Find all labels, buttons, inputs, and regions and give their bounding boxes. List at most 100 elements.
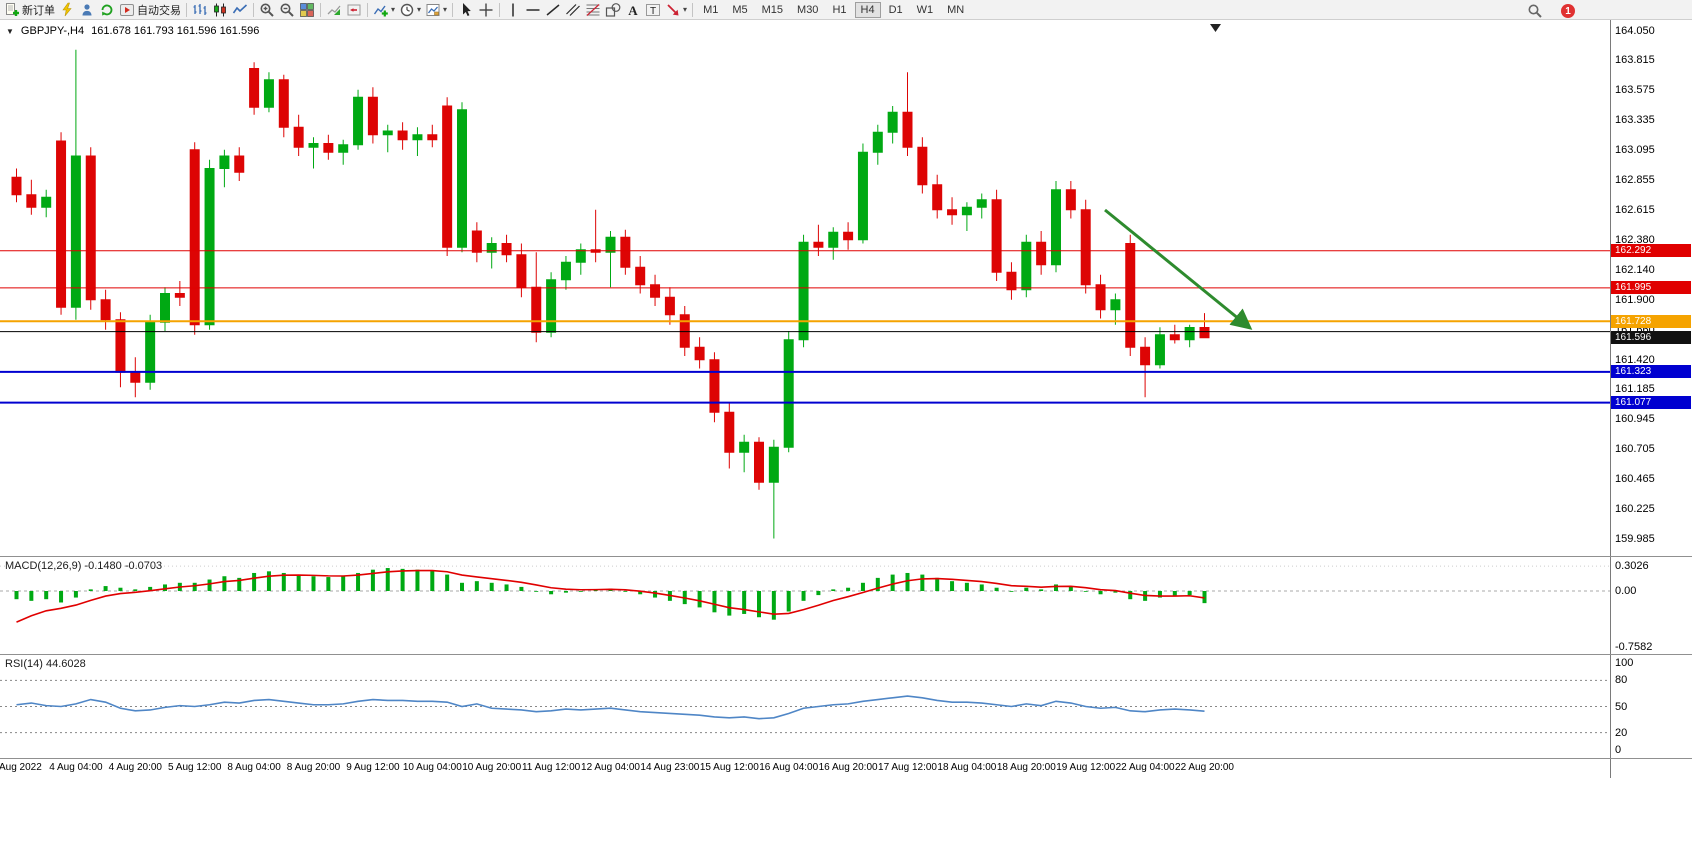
crosshair-icon <box>479 3 493 16</box>
svg-text:A: A <box>628 3 638 18</box>
time-axis-label: 11 Aug 12:00 <box>521 762 581 773</box>
macd-axis-label: 0.3026 <box>1615 560 1649 573</box>
timeframe-m1[interactable]: M1 <box>703 3 719 16</box>
bottom-spacer <box>0 779 1692 842</box>
bar-chart-button[interactable] <box>190 1 210 19</box>
toolbar: 新订单 自动交易 ▾ ▾ ▾ A T ▾ M1 M5 M15 M30 H1 H4 D1 W1 MN 1 <box>0 0 1692 20</box>
timeframe-d1[interactable]: D1 <box>888 3 903 16</box>
quotes-button[interactable] <box>57 1 77 19</box>
new-order-button[interactable]: 新订单 <box>2 1 57 19</box>
chart-ohlc-values: 161.678 161.793 161.596 161.596 <box>91 25 260 37</box>
periods-button[interactable]: ▾ <box>397 1 423 19</box>
timeframe-m30[interactable]: M30 <box>797 3 819 16</box>
rsi-axis: 100 80 50 20 0 <box>1610 655 1691 758</box>
zoom-out-icon <box>280 3 294 17</box>
horizontal-line-button[interactable] <box>523 1 543 19</box>
accounts-button[interactable] <box>77 1 97 19</box>
timeframe-m5[interactable]: M5 <box>732 3 748 16</box>
vertical-line-button[interactable] <box>503 1 523 19</box>
timeframe-h4[interactable]: H4 <box>854 1 881 18</box>
time-axis-label: 9 Aug 12:00 <box>346 762 400 773</box>
timeframe-mn[interactable]: MN <box>947 3 965 16</box>
macd-axis-label: -0.7582 <box>1615 641 1653 653</box>
price-tag-161.728: 161.728 <box>1611 314 1691 328</box>
chevron-down-icon[interactable]: ▾ <box>683 4 688 14</box>
rsi-axis-label: 100 <box>1615 657 1634 669</box>
price-axis[interactable]: 164.050 163.815 163.575 163.335 163.095 162.8… <box>1610 20 1691 556</box>
time-axis-label: 5 Aug 12:00 <box>167 762 222 773</box>
collapse-triangle-icon[interactable]: ▼ <box>6 26 14 36</box>
toolbar-right-group: 1 <box>1525 2 1575 20</box>
trend-arrow-annotation[interactable] <box>1104 208 1253 330</box>
tile-windows-button[interactable] <box>297 1 317 19</box>
equidistant-channel-button[interactable] <box>563 1 583 19</box>
arrow-objects-icon <box>667 3 679 15</box>
time-axis-label: 17 Aug 12:00 <box>878 762 937 773</box>
toolbar-separator <box>452 2 454 17</box>
chart-ohlc-readout: ▼ GBPJPY-,H4 161.678 161.793 161.596 161… <box>6 25 259 37</box>
auto-scroll-button[interactable] <box>324 1 344 19</box>
candlestick-chart-button[interactable] <box>210 1 230 19</box>
cursor-button[interactable] <box>456 1 476 19</box>
autotrading-button[interactable]: 自动交易 <box>117 1 183 19</box>
price-tag-161.995: 161.995 <box>1611 281 1691 295</box>
rsi-line <box>16 695 1205 720</box>
price-axis-label: 160.945 <box>1615 413 1655 426</box>
line-chart-icon <box>232 3 248 13</box>
price-axis-label: 164.050 <box>1615 25 1655 37</box>
price-axis-label: 159.985 <box>1615 533 1655 546</box>
text-label-button[interactable]: T <box>643 1 663 19</box>
time-axis-label: 8 Aug 04:00 <box>227 762 281 773</box>
zoom-out-button[interactable] <box>277 1 297 19</box>
timeframe-h1[interactable]: H1 <box>832 3 847 16</box>
chevron-down-icon[interactable]: ▾ <box>391 4 396 14</box>
refresh-button[interactable] <box>97 1 117 19</box>
price-axis-label: 161.420 <box>1615 353 1655 366</box>
text-button[interactable]: A <box>623 1 643 19</box>
rsi-plot[interactable]: RSI(14) 44.6028 <box>0 655 1610 758</box>
time-axis[interactable]: 3 Aug 2022 4 Aug 04:00 4 Aug 20:00 5 Aug 12… <box>0 759 1610 778</box>
trendline-button[interactable] <box>543 1 563 19</box>
equidistant-channel-icon <box>566 3 580 16</box>
price-axis-label: 162.140 <box>1615 263 1655 276</box>
candles-series <box>11 49 1210 539</box>
time-axis-label: 16 Aug 20:00 <box>818 762 878 773</box>
chevron-down-icon[interactable]: ▾ <box>417 4 422 14</box>
chevron-down-icon[interactable]: ▾ <box>443 4 448 14</box>
macd-plot[interactable]: MACD(12,26,9) -0.1480 -0.0703 <box>0 557 1610 654</box>
fibonacci-retracement-button[interactable] <box>583 1 603 19</box>
scroll-to-end-marker[interactable] <box>1210 24 1221 32</box>
time-axis-label: 4 Aug 20:00 <box>108 762 162 773</box>
main-chart-plot[interactable]: ▼ GBPJPY-,H4 161.678 161.793 161.596 161… <box>0 20 1610 556</box>
time-axis-label: 19 Aug 12:00 <box>1056 762 1116 773</box>
text-label-icon: T <box>646 3 661 17</box>
time-axis-label: 16 Aug 04:00 <box>759 762 819 773</box>
shapes-button[interactable] <box>603 1 623 19</box>
macd-signal-line <box>16 569 1205 623</box>
notification-badge[interactable]: 1 <box>1561 4 1575 18</box>
text-icon: A <box>628 3 638 18</box>
chart-shift-button[interactable] <box>344 1 364 19</box>
time-axis-label: 14 Aug 23:00 <box>640 762 700 773</box>
refresh-icon <box>101 4 113 16</box>
periods-icon <box>400 3 414 16</box>
quotes-icon <box>62 2 72 16</box>
zoom-in-button[interactable] <box>257 1 277 19</box>
crosshair-button[interactable] <box>476 1 496 19</box>
indicators-icon <box>373 5 388 16</box>
time-axis-label: 18 Aug 20:00 <box>996 762 1056 773</box>
arrow-objects-button[interactable]: ▾ <box>663 1 689 19</box>
templates-button[interactable]: ▾ <box>423 1 449 19</box>
autotrading-label: 自动交易 <box>137 4 181 17</box>
indicators-button[interactable]: ▾ <box>371 1 397 19</box>
shapes-icon <box>605 2 621 17</box>
line-chart-button[interactable] <box>230 1 250 19</box>
price-axis-label: 163.815 <box>1615 54 1655 67</box>
rsi-axis-label: 80 <box>1615 674 1628 687</box>
timeframe-w1[interactable]: W1 <box>916 3 934 16</box>
price-axis-label: 163.095 <box>1615 144 1655 157</box>
price-axis-label: 161.185 <box>1615 383 1655 396</box>
timeframe-m15[interactable]: M15 <box>761 3 784 16</box>
price-axis-label: 162.615 <box>1615 204 1655 217</box>
search-button[interactable] <box>1525 2 1545 20</box>
